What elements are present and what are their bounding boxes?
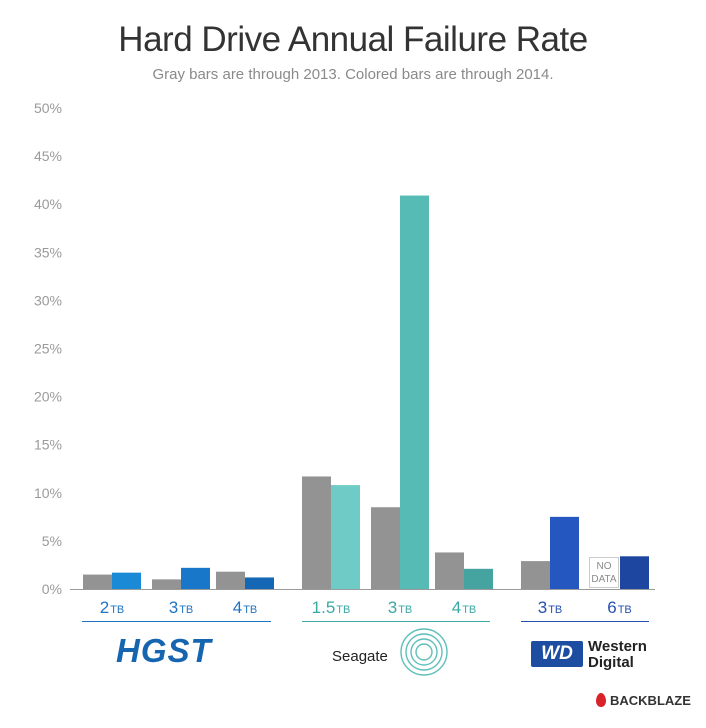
y-tick-label: 15% (34, 437, 62, 453)
wd-logo-badge: WD (531, 641, 583, 667)
no-data-line2: DATA (591, 574, 617, 585)
capacity-label: 3TB (388, 598, 413, 617)
bar-2014 (400, 195, 429, 590)
capacity-label: 3TB (169, 598, 194, 617)
y-tick-label: 50% (34, 100, 62, 116)
seagate-logo: Seagate (332, 648, 388, 665)
bar-2014 (620, 556, 649, 589)
capacity-label: 3TB (538, 598, 563, 617)
y-tick-label: 30% (34, 292, 62, 308)
bar-2013 (521, 561, 550, 589)
no-data-line1: NO (596, 561, 612, 572)
backblaze-text: BACKBLAZE (610, 693, 691, 708)
y-tick-label: 10% (34, 485, 62, 501)
seagate-swirl-icon (400, 628, 448, 676)
bar-2013 (83, 574, 112, 589)
capacity-label: 6TB (607, 598, 632, 617)
y-tick-label: 20% (34, 389, 62, 405)
bar-2014 (181, 567, 210, 589)
y-tick-label: 45% (34, 148, 62, 164)
capacity-label: 1.5TB (312, 598, 351, 617)
bar-2014 (464, 568, 493, 589)
bar-2014 (550, 516, 579, 589)
bar-2014 (112, 572, 141, 589)
wd-line2: Digital (588, 654, 634, 671)
capacity-label: 4TB (233, 598, 258, 617)
bar-2013 (302, 476, 331, 589)
y-tick-label: 40% (34, 196, 62, 212)
hgst-logo: HGST (116, 632, 212, 669)
bar-2014 (245, 577, 274, 589)
capacity-label: 4TB (452, 598, 477, 617)
western-digital-logo: Western Digital (588, 639, 647, 671)
no-data-box: NO DATA (589, 557, 619, 588)
capacity-label: 2TB (100, 598, 125, 617)
backblaze-logo: BACKBLAZE (596, 693, 691, 708)
y-tick-label: 5% (42, 533, 62, 549)
bar-2013 (152, 579, 181, 589)
bar-2013 (435, 552, 464, 589)
bar-2013 (371, 507, 400, 589)
flame-icon (596, 693, 606, 707)
bar-2014 (331, 485, 360, 589)
y-tick-label: 25% (34, 341, 62, 357)
chart-title: Hard Drive Annual Failure Rate (118, 20, 588, 59)
chart-subtitle: Gray bars are through 2013. Colored bars… (152, 66, 554, 83)
y-tick-label: 0% (42, 581, 62, 597)
y-tick-label: 35% (34, 244, 62, 260)
wd-line1: Western (588, 638, 647, 655)
bar-2013 (216, 571, 245, 589)
